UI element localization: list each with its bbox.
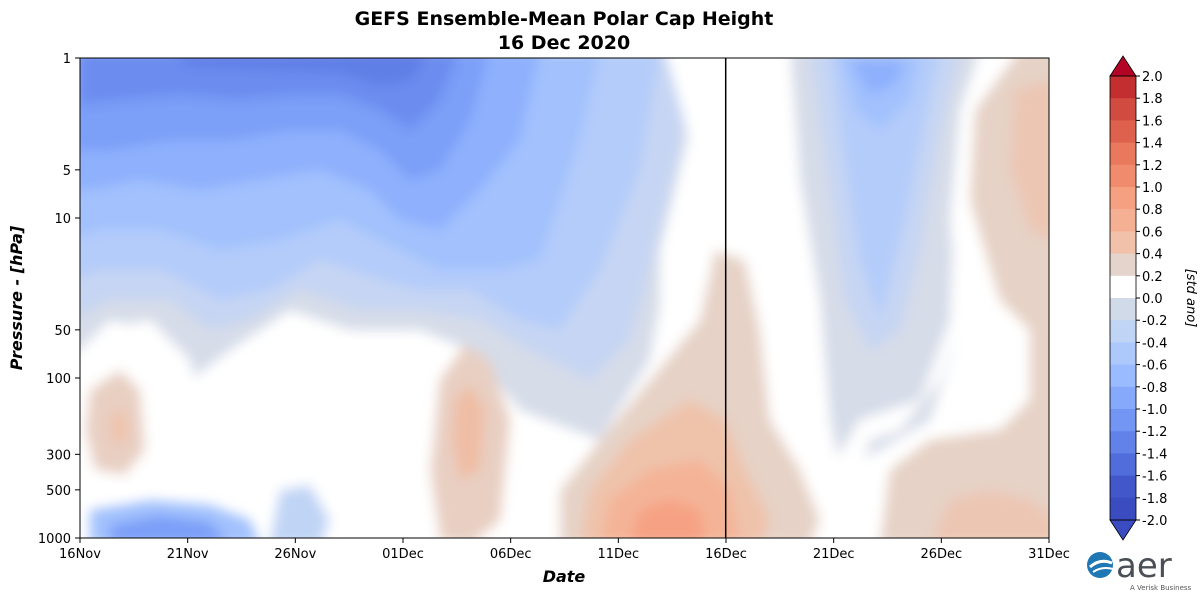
y-tick-label: 1 [63,52,71,67]
contour-pos-right [880,58,1049,538]
aer-logo: aer A Verisk Business [1087,546,1192,592]
colorbar-tick-label: -1.6 [1142,470,1167,485]
x-tick-label: 21Nov [167,547,209,562]
colorbar-tick-label: -0.6 [1142,359,1167,374]
colorbar-segment [1110,409,1136,432]
colorbar-segment [1110,187,1136,210]
contour-pos-06dec-core [452,385,485,480]
contour-pos-right-core [1010,81,1049,238]
contour-neg-late-0.6 [831,58,939,320]
colorbar-tick-label: -1.4 [1142,447,1167,462]
colorbar-extend-min [1109,519,1137,541]
colorbar-extend-max [1109,55,1137,77]
colorbar-tick-label: -0.8 [1142,381,1167,396]
colorbar-tick-label: 2.0 [1142,70,1163,85]
contour-pos-0.6 [601,460,739,538]
y-tick-label: 50 [54,324,71,339]
plot-frame [79,57,1050,539]
colorbar-tick-label: 1.2 [1142,159,1163,174]
colorbar-segment [1110,142,1136,166]
colorbar: 2.0 1.8 1.6 1.4 1.2 1.0 0.8 0.6 0.4 0.2 0.0 -0.2 -0.… [1109,55,1167,541]
colorbar-tick-label: 1.8 [1142,92,1163,107]
x-tick-label: 26Nov [274,547,316,562]
contour-field [80,58,1049,538]
colorbar-tick-label: 1.0 [1142,181,1163,196]
contour-neg-surface-left-core [110,515,224,538]
colorbar-tick-label: 0.4 [1142,248,1163,263]
colorbar-segment [1110,209,1136,232]
x-tick-label: 16Nov [59,547,101,562]
contour-neg-late-1.0 [850,60,905,95]
y-tick-label: 500 [46,484,71,499]
colorbar-segment [1110,298,1136,321]
colorbar-segment [1110,386,1136,410]
colorbar-tick-label: -0.4 [1142,336,1167,351]
colorbar-segment [1110,253,1136,277]
colorbar-tick-label: 0.2 [1142,270,1163,285]
colorbar-segment [1110,475,1136,499]
y-tick-label: 300 [46,448,71,463]
colorbar-segment [1110,231,1136,255]
x-axis: 16Nov 21Nov 26Nov 01Dec 06Dec 11Dec 16Dec 21Dec… [59,538,1070,562]
colorbar-tick-label: -2.0 [1142,514,1167,529]
chart-title: GEFS Ensemble-Mean Polar Cap Height [355,8,774,30]
x-tick-label: 31Dec [1028,547,1070,562]
contour-pos-0.8 [632,500,704,538]
y-axis: 1 5 10 50 100 300 500 1000 [38,52,80,547]
colorbar-segment [1110,120,1136,144]
x-tick-label: 01Dec [382,547,424,562]
colorbar-segment [1110,431,1136,454]
colorbar-segment [1110,76,1136,99]
colorbar-tick-label: 0.6 [1142,225,1163,240]
y-tick-label: 5 [63,164,71,179]
colorbar-tick-label: -0.2 [1142,314,1167,329]
logo-tagline: A Verisk Business [1130,584,1192,592]
contour-pos-left-core [110,410,128,445]
x-tick-label: 21Dec [813,547,855,562]
x-tick-label: 06Dec [490,547,532,562]
x-tick-label: 16Dec [705,547,747,562]
colorbar-label: [std ano] [1183,269,1198,328]
y-tick-label: 100 [46,372,71,387]
colorbar-tick-label: 0.0 [1142,292,1163,307]
colorbar-segment [1110,453,1136,477]
x-tick-label: 11Dec [597,547,639,562]
logo-text: aer [1116,546,1172,586]
chart-subtitle: 16 Dec 2020 [498,32,630,54]
contour-pos-right-surface [933,490,1049,538]
y-axis-title: Pressure - [hPa] [7,225,26,370]
x-tick-label: 26Dec [920,547,962,562]
colorbar-tick-label: 0.8 [1142,203,1163,218]
contour-neg-1.6 [180,58,425,85]
colorbar-tick-label: 1.6 [1142,114,1163,129]
colorbar-tick-label: -1.8 [1142,492,1167,507]
colorbar-segment [1110,364,1136,388]
colorbar-segment [1110,164,1136,188]
y-tick-label: 1000 [38,532,71,547]
colorbar-segment [1110,275,1136,299]
colorbar-segment [1110,342,1136,366]
x-axis-title: Date [543,567,586,586]
colorbar-tick-label: -1.2 [1142,425,1167,440]
colorbar-segment [1110,320,1136,343]
colorbar-segment [1110,497,1136,521]
colorbar-segment [1110,98,1136,121]
contour-zero-right [830,58,1006,538]
colorbar-tick-label: 1.4 [1142,137,1163,152]
y-tick-label: 10 [54,212,71,227]
colorbar-tick-label: -1.0 [1142,403,1167,418]
contour-neg-surface-mid [271,485,330,538]
